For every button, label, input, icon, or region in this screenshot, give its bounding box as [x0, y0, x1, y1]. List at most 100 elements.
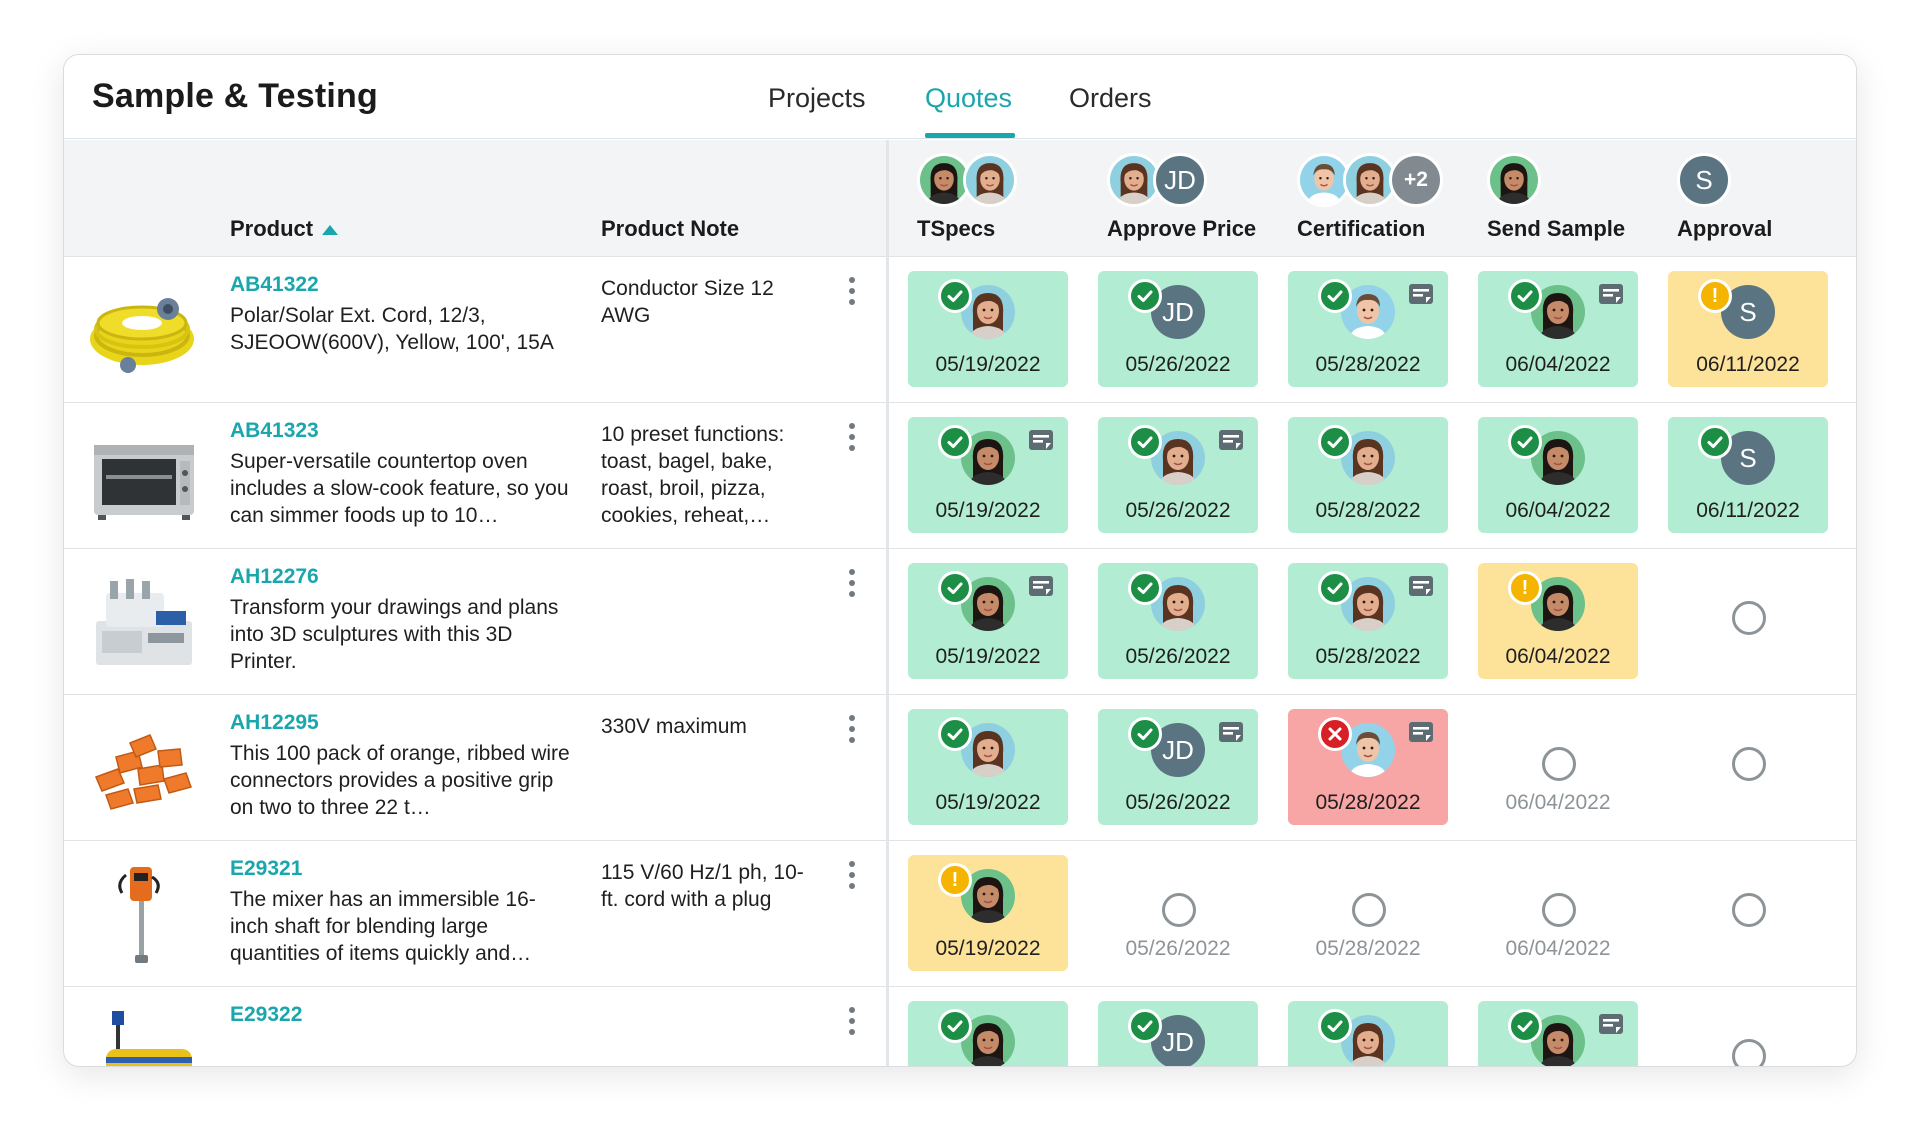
stage-cell-approval[interactable] — [1668, 1001, 1828, 1066]
top-bar: Sample & Testing Projects Quotes Orders — [64, 55, 1856, 139]
assignee-avatar[interactable] — [961, 577, 1015, 631]
check-icon — [1318, 425, 1352, 459]
row-menu-icon[interactable] — [847, 569, 857, 603]
comment-note-icon[interactable] — [1028, 575, 1054, 599]
stage-avatar-jd[interactable]: JD — [1153, 153, 1207, 207]
tab-projects[interactable]: Projects — [768, 83, 866, 113]
product-code-link[interactable]: E29321 — [230, 857, 303, 880]
comment-note-icon[interactable] — [1408, 575, 1434, 599]
stage-cell-certification[interactable] — [1288, 1001, 1448, 1066]
stage-cell-approve-price[interactable]: JD — [1098, 1001, 1258, 1066]
comment-note-icon[interactable] — [1028, 429, 1054, 453]
tab-quotes[interactable]: Quotes — [925, 83, 1013, 113]
stage-cell-approve-price[interactable]: 05/26/2022 — [1098, 855, 1258, 971]
extension-cord-image — [86, 279, 202, 385]
stage-cell-approval[interactable] — [1668, 709, 1828, 825]
check-icon — [1318, 571, 1352, 605]
empty-status-circle-icon[interactable] — [1352, 893, 1386, 927]
column-header-product[interactable]: Product — [230, 216, 314, 241]
product-code-link[interactable]: AB41322 — [230, 273, 319, 296]
stage-avatar[interactable] — [1343, 153, 1397, 207]
product-code-link[interactable]: E29322 — [230, 1003, 303, 1026]
check-icon — [1318, 1009, 1352, 1043]
stage-cell-send-sample[interactable] — [1478, 1001, 1638, 1066]
empty-status-circle-icon[interactable] — [1732, 747, 1766, 781]
assignee-avatar[interactable] — [1151, 577, 1205, 631]
stage-cell-certification[interactable]: 05/28/2022 — [1288, 709, 1448, 825]
stage-avatar[interactable] — [1487, 153, 1541, 207]
stage-cell-certification[interactable]: 05/28/2022 — [1288, 271, 1448, 387]
stage-cell-send-sample[interactable]: 06/04/2022 — [1478, 709, 1638, 825]
row-menu-icon[interactable] — [847, 715, 857, 749]
column-header-certification[interactable]: Certification — [1297, 216, 1426, 241]
check-icon — [1128, 279, 1162, 313]
stage-cell-send-sample[interactable]: 06/04/2022 — [1478, 271, 1638, 387]
comment-note-icon[interactable] — [1408, 721, 1434, 745]
stage-avatar-more-2[interactable]: +2 — [1389, 153, 1443, 207]
empty-status-circle-icon[interactable] — [1542, 893, 1576, 927]
row-menu-icon[interactable] — [847, 277, 857, 311]
empty-status-circle-icon[interactable] — [1732, 893, 1766, 927]
stage-date: 06/04/2022 — [1505, 353, 1611, 376]
assignee-avatar[interactable] — [1531, 577, 1585, 631]
assignee-avatar[interactable] — [961, 285, 1015, 339]
app-title: Sample & Testing — [92, 77, 378, 115]
stage-cell-approve-price[interactable]: JD 05/26/2022 — [1098, 709, 1258, 825]
column-header-product-note[interactable]: Product Note — [601, 216, 740, 241]
stage-cell-send-sample[interactable]: 06/04/2022 — [1478, 417, 1638, 533]
comment-note-icon[interactable] — [1218, 429, 1244, 453]
check-icon — [1128, 571, 1162, 605]
stage-cell-send-sample[interactable]: ! 06/04/2022 — [1478, 563, 1638, 679]
assignee-avatar[interactable] — [961, 431, 1015, 485]
check-icon — [1698, 425, 1732, 459]
stage-cell-approve-price[interactable]: 05/26/2022 — [1098, 563, 1258, 679]
stage-cell-send-sample[interactable]: 06/04/2022 — [1478, 855, 1638, 971]
stage-cell-tspecs[interactable]: 05/19/2022 — [908, 563, 1068, 679]
sort-ascending-icon[interactable] — [322, 225, 338, 235]
assignee-avatar[interactable] — [1341, 1015, 1395, 1066]
stage-cell-tspecs[interactable]: 05/19/2022 — [908, 271, 1068, 387]
stage-date: 05/19/2022 — [935, 353, 1041, 376]
stage-cell-tspecs[interactable]: ! 05/19/2022 — [908, 855, 1068, 971]
table-row: AB41323 Super-versatile countertop oven i… — [64, 403, 1856, 549]
column-header-send-sample[interactable]: Send Sample — [1487, 216, 1626, 241]
row-menu-icon[interactable] — [847, 1007, 857, 1041]
empty-status-circle-icon[interactable] — [1162, 893, 1196, 927]
stage-avatar[interactable] — [963, 153, 1017, 207]
check-icon — [938, 425, 972, 459]
comment-note-icon[interactable] — [1598, 1013, 1624, 1037]
empty-status-circle-icon[interactable] — [1732, 1039, 1766, 1066]
stage-cell-certification[interactable]: 05/28/2022 — [1288, 855, 1448, 971]
row-menu-icon[interactable] — [847, 423, 857, 457]
stage-cell-approve-price[interactable]: 05/26/2022 — [1098, 417, 1258, 533]
stage-cell-tspecs[interactable] — [908, 1001, 1068, 1066]
comment-note-icon[interactable] — [1598, 283, 1624, 307]
product-code-link[interactable]: AH12276 — [230, 565, 319, 588]
check-icon — [938, 279, 972, 313]
tab-orders[interactable]: Orders — [1069, 83, 1152, 113]
stage-cell-certification[interactable]: 05/28/2022 — [1288, 563, 1448, 679]
stage-cell-approval[interactable]: S! 06/11/2022 — [1668, 271, 1828, 387]
column-header-approval[interactable]: Approval — [1677, 216, 1773, 241]
stage-avatar-s[interactable]: S — [1677, 153, 1731, 207]
empty-status-circle-icon[interactable] — [1732, 601, 1766, 635]
assignee-avatar[interactable] — [961, 723, 1015, 777]
product-code-link[interactable]: AB41323 — [230, 419, 319, 442]
comment-note-icon[interactable] — [1218, 721, 1244, 745]
product-code-link[interactable]: AH12295 — [230, 711, 319, 734]
stage-cell-approval[interactable]: S 06/11/2022 — [1668, 417, 1828, 533]
row-menu-icon[interactable] — [847, 861, 857, 895]
stage-cell-tspecs[interactable]: 05/19/2022 — [908, 417, 1068, 533]
stage-cell-approval[interactable] — [1668, 563, 1828, 679]
stage-cell-tspecs[interactable]: 05/19/2022 — [908, 709, 1068, 825]
column-header-tspecs[interactable]: TSpecs — [917, 216, 996, 241]
stage-cell-approve-price[interactable]: JD 05/26/2022 — [1098, 271, 1258, 387]
column-header-approve-price[interactable]: Approve Price — [1107, 216, 1257, 241]
comment-note-icon[interactable] — [1408, 283, 1434, 307]
stage-avatar[interactable] — [917, 153, 971, 207]
stage-cell-approval[interactable] — [1668, 855, 1828, 971]
check-icon — [1508, 1009, 1542, 1043]
product-description: This 100 pack of orange, ribbed wire con… — [230, 742, 570, 819]
empty-status-circle-icon[interactable] — [1542, 747, 1576, 781]
stage-cell-certification[interactable]: 05/28/2022 — [1288, 417, 1448, 533]
